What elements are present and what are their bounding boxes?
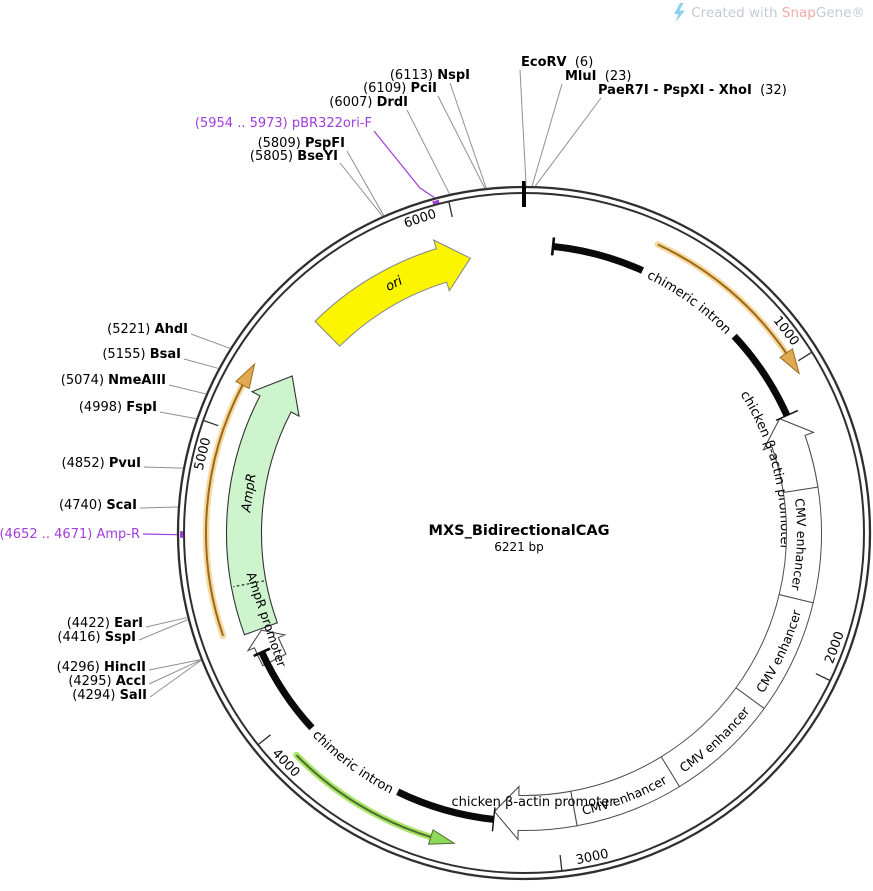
feature-chimeric-intron-top-arc2[interactable]: [731, 333, 791, 417]
feature-ampr[interactable]: [226, 375, 300, 636]
callout-label-ecorv[interactable]: EcoRV (6): [521, 55, 593, 70]
orf-arrowhead-orf-ampr: [235, 362, 256, 390]
scale-tick-4000: [257, 734, 271, 746]
callout-line-pspfi: [346, 150, 385, 216]
callout-line-bsai: [183, 358, 219, 369]
scale-tick-6000: [448, 201, 453, 218]
feature-label-chimeric-intron-bottom[interactable]: chimeric intron: [309, 728, 395, 798]
callout-label-paer7i[interactable]: PaeR7I - PspXI - XhoI (32): [598, 83, 787, 98]
callout-line-ecorv: [519, 69, 527, 187]
plasmid-title-block: MXS_BidirectionalCAG 6221 bp: [369, 523, 669, 554]
callout-line-acci: [148, 659, 202, 685]
callout-label-acci[interactable]: (4295) AccI: [68, 674, 146, 689]
primer-pbr322ori-f-mark[interactable]: [432, 199, 440, 205]
callout-label-hincii[interactable]: (4296) HincII: [57, 660, 146, 675]
callout-line-amp-r: [142, 533, 178, 536]
callout-label-pvui[interactable]: (4852) PvuI: [62, 456, 141, 471]
callout-label-fspi[interactable]: (4998) FspI: [79, 400, 157, 415]
callout-label-sali[interactable]: (4294) SalI: [72, 688, 147, 703]
callout-label-bseyi[interactable]: (5805) BseYI: [250, 149, 338, 164]
orf-arrow-orf-top[interactable]: [657, 243, 788, 354]
scale-tick-2000: [815, 673, 831, 682]
callout-line-sspi: [138, 619, 189, 641]
callout-line-sali: [149, 659, 202, 698]
callout-line-bseyi: [339, 162, 383, 217]
scale-tick-3000: [559, 854, 563, 871]
callout-label-pspfi[interactable]: (5809) PspFI: [258, 136, 345, 151]
callout-line-mlui: [531, 83, 563, 187]
callout-label-ahdi[interactable]: (5221) AhdI: [107, 322, 188, 337]
feature-chimeric-intron-bottom-junction-tick: [491, 807, 496, 832]
feature-divider-ampr: [233, 580, 265, 588]
feature-label-ori[interactable]: ori: [383, 274, 405, 295]
snapgene-logo-icon: [674, 3, 686, 22]
callout-label-pcii[interactable]: (6109) PciI: [363, 81, 437, 96]
feature-ori[interactable]: [314, 239, 472, 347]
feature-chimeric-intron-bottom-arc1[interactable]: [396, 788, 495, 823]
callout-label-nspi[interactable]: (6113) NspI: [390, 68, 470, 83]
feature-label-ampr[interactable]: AmpR: [239, 472, 260, 514]
callout-label-nmeaiii[interactable]: (5074) NmeAIII: [61, 373, 166, 388]
feature-chimeric-intron-bottom-arc2[interactable]: [258, 650, 315, 731]
callout-line-nmeaiii: [168, 384, 207, 395]
callout-line-pvui: [143, 466, 184, 469]
plasmid-name: MXS_BidirectionalCAG: [428, 523, 610, 539]
callout-line-scai: [139, 506, 178, 509]
orf-arrow-orf-bottom[interactable]: [295, 754, 432, 838]
callout-line-nspi: [449, 82, 487, 189]
scale-tick-5000: [202, 419, 219, 427]
callout-line-eari: [145, 617, 188, 628]
callout-label-bsai[interactable]: (5155) BsaI: [102, 347, 181, 362]
callout-line-ahdi: [190, 333, 231, 349]
callout-label-mlui[interactable]: MluI (23): [565, 69, 631, 84]
callout-line-hincii: [148, 659, 202, 671]
callout-line-pbr322ori-f: [373, 130, 435, 199]
plasmid-size: 6221 bp: [494, 540, 544, 554]
callout-label-scai[interactable]: (4740) ScaI: [59, 498, 137, 513]
feature-label-chimeric-intron-top[interactable]: chimeric intron: [645, 268, 734, 338]
feature-label-cba-promoter-bottom[interactable]: chicken β-actin promoter: [451, 795, 615, 810]
orf-arrowhead-orf-bottom: [427, 829, 456, 845]
watermark-text: Created with SnapGene®: [691, 5, 865, 21]
orf-arrow-orf-ampr[interactable]: [205, 384, 244, 637]
feature-chimeric-intron-top-end-bar: [550, 237, 556, 256]
feature-chimeric-intron-top-junction-tick: [775, 409, 799, 421]
callout-line-drdi: [406, 109, 451, 195]
scale-tick-label-3000: 3000: [575, 847, 610, 868]
callout-label-sspi[interactable]: (4416) SspI: [57, 630, 136, 645]
feature-ampr-promoter[interactable]: [246, 629, 287, 667]
scale-tick-label-6000: 6000: [402, 207, 438, 232]
callout-label-eari[interactable]: (4422) EarI: [67, 616, 143, 631]
callout-label-pbr322ori-f[interactable]: (5954 .. 5973) pBR322ori-F: [195, 116, 372, 131]
feature-cba-promoter-top[interactable]: [762, 418, 819, 494]
orf-arrowhead-orf-top: [779, 348, 801, 375]
snapgene-watermark: Created with SnapGene®: [672, 3, 865, 23]
callout-line-paer7i: [534, 97, 602, 187]
callout-line-pcii: [437, 95, 486, 189]
callout-line-fspi: [159, 411, 197, 420]
callout-label-drdi[interactable]: (6007) DrdI: [329, 95, 408, 110]
feature-chimeric-intron-bottom-end-bar: [253, 647, 271, 658]
scale-tick-1000: [798, 351, 813, 362]
callout-label-amp-r[interactable]: (4652 .. 4671) Amp-R: [0, 527, 140, 542]
feature-chimeric-intron-top-arc1[interactable]: [552, 242, 644, 274]
